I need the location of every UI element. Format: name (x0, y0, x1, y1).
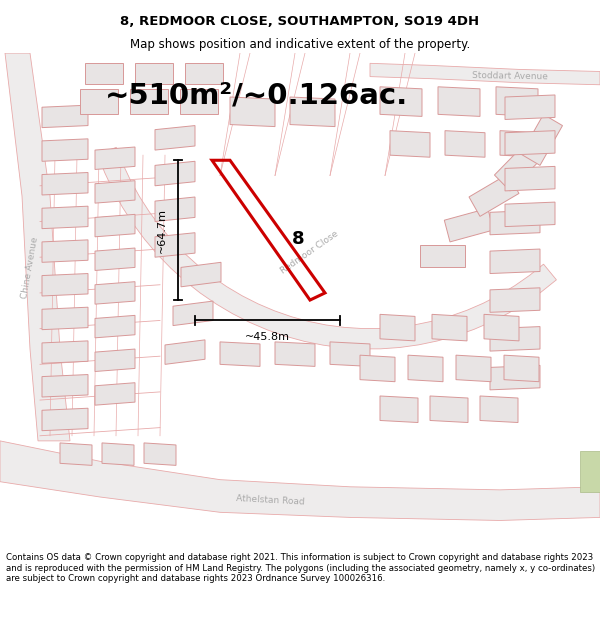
Polygon shape (480, 396, 518, 422)
Polygon shape (42, 105, 88, 127)
Polygon shape (290, 97, 335, 127)
Text: Redmoor Close: Redmoor Close (280, 229, 341, 276)
Polygon shape (42, 274, 88, 296)
Text: 8: 8 (292, 230, 304, 248)
Text: Map shows position and indicative extent of the property.: Map shows position and indicative extent… (130, 38, 470, 51)
Polygon shape (380, 314, 415, 341)
Polygon shape (95, 181, 135, 203)
Text: 8, REDMOOR CLOSE, SOUTHAMPTON, SO19 4DH: 8, REDMOOR CLOSE, SOUTHAMPTON, SO19 4DH (121, 15, 479, 28)
Polygon shape (102, 443, 134, 466)
Polygon shape (181, 262, 221, 287)
Polygon shape (456, 355, 491, 382)
Polygon shape (42, 206, 88, 229)
Polygon shape (85, 63, 123, 84)
Polygon shape (95, 349, 135, 371)
Text: ~45.8m: ~45.8m (245, 332, 290, 342)
Polygon shape (0, 441, 600, 521)
Polygon shape (60, 443, 92, 466)
Polygon shape (490, 288, 540, 312)
Polygon shape (380, 396, 418, 422)
Polygon shape (432, 314, 467, 341)
Polygon shape (42, 374, 88, 397)
Polygon shape (42, 408, 88, 431)
Polygon shape (220, 342, 260, 366)
Polygon shape (185, 63, 223, 84)
Text: Athelstan Road: Athelstan Road (235, 494, 305, 506)
Polygon shape (95, 316, 135, 338)
Polygon shape (445, 131, 485, 158)
Polygon shape (380, 87, 422, 116)
Polygon shape (390, 131, 430, 158)
Polygon shape (504, 355, 539, 382)
Polygon shape (490, 249, 540, 274)
Polygon shape (135, 63, 173, 84)
Polygon shape (144, 443, 176, 466)
Polygon shape (490, 327, 540, 351)
Polygon shape (494, 142, 542, 191)
Polygon shape (430, 396, 468, 422)
Polygon shape (180, 89, 218, 114)
Polygon shape (490, 210, 540, 235)
Polygon shape (42, 240, 88, 262)
Polygon shape (165, 340, 205, 364)
Polygon shape (496, 87, 538, 116)
Polygon shape (42, 173, 88, 195)
Text: ~64.7m: ~64.7m (157, 208, 167, 252)
Polygon shape (155, 197, 195, 221)
Polygon shape (490, 366, 540, 390)
Polygon shape (230, 97, 275, 127)
Text: Chine Avenue: Chine Avenue (20, 236, 40, 299)
Polygon shape (505, 202, 555, 227)
Polygon shape (155, 161, 195, 186)
Polygon shape (173, 301, 213, 326)
Polygon shape (420, 245, 465, 268)
Polygon shape (445, 208, 493, 242)
Polygon shape (95, 147, 135, 169)
Polygon shape (469, 174, 519, 216)
Polygon shape (95, 214, 135, 237)
Polygon shape (370, 63, 600, 85)
Polygon shape (275, 342, 315, 366)
Polygon shape (42, 139, 88, 161)
Polygon shape (330, 342, 370, 366)
Polygon shape (155, 232, 195, 258)
Polygon shape (580, 451, 600, 492)
Polygon shape (505, 166, 555, 191)
Polygon shape (408, 355, 443, 382)
Polygon shape (438, 87, 480, 116)
Polygon shape (505, 131, 555, 155)
Polygon shape (42, 341, 88, 363)
Polygon shape (5, 53, 70, 441)
Polygon shape (360, 355, 395, 382)
Text: Stoddart Avenue: Stoddart Avenue (472, 71, 548, 82)
Polygon shape (130, 89, 168, 114)
Text: ~510m²/~0.126ac.: ~510m²/~0.126ac. (105, 82, 408, 110)
Polygon shape (80, 89, 118, 114)
Polygon shape (97, 148, 556, 349)
Polygon shape (95, 382, 135, 405)
Polygon shape (42, 308, 88, 329)
Text: Contains OS data © Crown copyright and database right 2021. This information is : Contains OS data © Crown copyright and d… (6, 553, 595, 583)
Polygon shape (500, 131, 540, 158)
Polygon shape (521, 114, 563, 166)
Polygon shape (505, 95, 555, 119)
Polygon shape (155, 126, 195, 150)
Polygon shape (484, 314, 519, 341)
Polygon shape (95, 248, 135, 271)
Polygon shape (95, 282, 135, 304)
